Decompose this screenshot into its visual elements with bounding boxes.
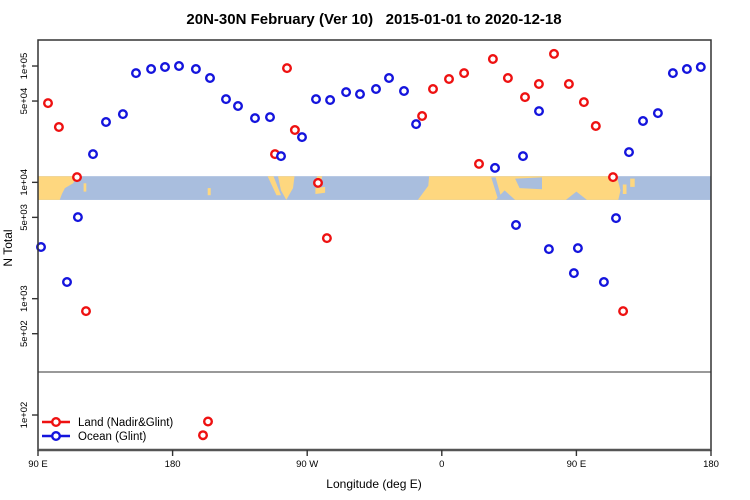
svg-text:180: 180 [165,459,181,470]
plot-border [37,39,712,451]
svg-text:5e+03: 5e+03 [19,204,30,231]
legend-ocean-marker [51,431,62,442]
svg-text:90 W: 90 W [296,459,318,470]
data-points [36,48,706,441]
svg-text:5e+04: 5e+04 [19,88,30,115]
svg-text:1e+04: 1e+04 [19,169,30,196]
svg-text:0: 0 [439,459,444,470]
legend-ocean-label: Ocean (Glint) [78,431,147,443]
chart-title: 20N-30N February (Ver 10) 2015-01-01 to … [186,11,561,28]
legend-land-label: Land (Nadir&Glint) [78,417,173,429]
svg-text:1e+05: 1e+05 [19,53,30,80]
legend: Land (Nadir&Glint) Ocean (Glint) [42,417,173,443]
legend-land-marker [51,417,62,428]
svg-text:90 E: 90 E [567,459,587,470]
world-map-band [38,176,711,200]
svg-text:90 E: 90 E [28,459,48,470]
y-axis-ticks: 1e+05 5e+04 1e+04 5e+03 1e+03 5e+02 1e+02 [19,53,38,429]
x-axis-title: Longitude (deg E) [326,477,421,491]
svg-text:180: 180 [703,459,719,470]
series-ocean [36,61,706,288]
svg-text:5e+02: 5e+02 [19,320,30,347]
svg-text:1e+02: 1e+02 [19,402,30,429]
y-axis-title: N Total [1,229,15,266]
series-land [43,48,629,441]
svg-text:1e+03: 1e+03 [19,285,30,312]
x-axis-ticks: 90 E 180 90 W 0 90 E 180 [28,450,719,470]
